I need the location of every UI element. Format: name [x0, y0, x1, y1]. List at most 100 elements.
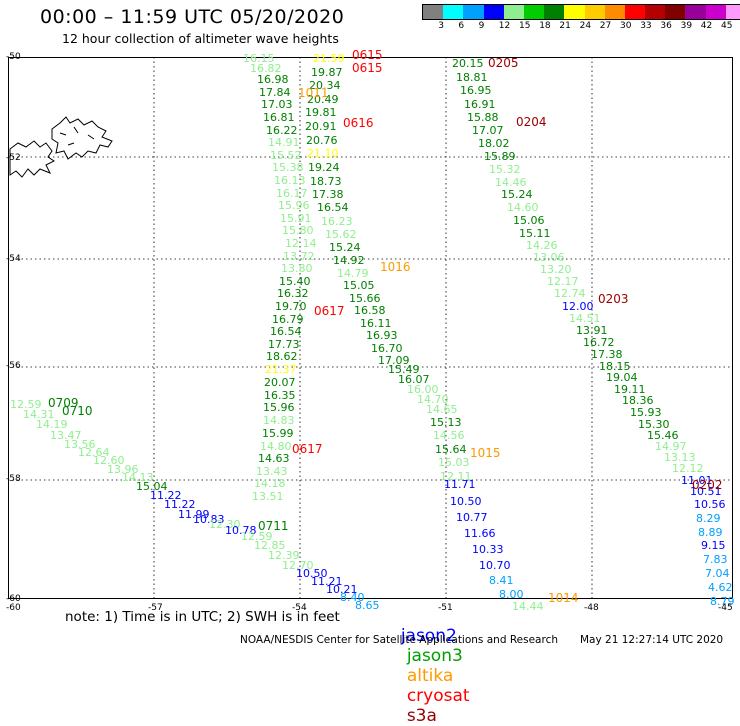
x-tick-label: -60	[6, 603, 21, 613]
wave-height-label: 17.07	[472, 124, 504, 137]
wave-height-label: 8.00	[499, 588, 524, 601]
wave-height-label: 8.40	[340, 591, 365, 604]
wave-height-label: 19.24	[308, 161, 340, 174]
color-scale-bar	[422, 4, 740, 20]
color-scale-swatch	[564, 5, 585, 19]
wave-height-label: 15.49	[388, 363, 420, 376]
wave-height-label: 19.11	[614, 383, 646, 396]
wave-height-label: 13.43	[256, 465, 288, 478]
y-tick-label: -50	[6, 52, 21, 62]
wave-height-label: 17.73	[268, 338, 300, 351]
wave-height-label: 12.74	[554, 287, 586, 300]
wave-height-label: 11.71	[444, 478, 476, 491]
wave-height-label: 15.30	[638, 418, 670, 431]
wave-height-label: 14.19	[36, 418, 68, 431]
satellite-pass-label: 0202	[692, 478, 723, 492]
wave-height-label: 11.66	[464, 527, 496, 540]
wave-height-label: 13.51	[252, 490, 284, 503]
color-scale-swatch	[483, 5, 504, 19]
wave-height-label: 14.60	[507, 201, 539, 214]
wave-height-label: 15.66	[349, 292, 381, 305]
wave-height-label: 10.77	[456, 511, 488, 524]
color-scale-swatch	[624, 5, 646, 19]
wave-height-label: 16.54	[317, 201, 349, 214]
color-scale-swatch	[725, 5, 740, 19]
wave-height-label: 10.83	[193, 513, 225, 526]
wave-height-label: 15.91	[280, 212, 312, 225]
wave-height-label: 15.38	[272, 161, 304, 174]
wave-height-label: 19.04	[606, 371, 638, 384]
wave-height-label: 16.82	[250, 62, 282, 75]
wave-height-label: 7.83	[703, 553, 728, 566]
satellite-pass-label: 1015	[470, 446, 501, 460]
color-scale-tick: 39	[680, 21, 693, 31]
wave-height-label: 16.91	[464, 98, 496, 111]
satellite-pass-label: 0617	[314, 304, 345, 318]
color-scale-swatch	[523, 5, 545, 19]
wave-height-label: 14.18	[254, 477, 286, 490]
satellite-pass-label: 1016	[380, 260, 411, 274]
satellite-pass-label: 0615	[352, 48, 383, 62]
wave-height-label: 14.80	[260, 440, 292, 453]
color-scale-swatch	[443, 5, 464, 19]
wave-height-label: 15.88	[467, 111, 499, 124]
wave-height-label: 15.80	[282, 224, 314, 237]
wave-height-label: 8.79	[710, 595, 735, 608]
wave-height-label: 21.37	[265, 363, 297, 376]
wave-height-label: 20.15	[452, 57, 484, 70]
satellite-legend-cryosat: cryosat	[406, 686, 470, 706]
graticule	[8, 57, 733, 599]
y-tick-label: -54	[6, 254, 21, 264]
wave-height-label: 10.50	[450, 495, 482, 508]
wave-height-label: 16.35	[264, 389, 296, 402]
wave-height-label: 14.44	[512, 600, 544, 613]
wave-height-label: 15.46	[647, 429, 679, 442]
x-tick-label: -45	[718, 603, 733, 613]
wave-height-label: 13.20	[540, 263, 572, 276]
wave-height-label: 15.24	[501, 188, 533, 201]
wave-height-label: 11.22	[164, 498, 196, 511]
wave-height-label: 12.39	[268, 549, 300, 562]
chart-subtitle: 12 hour collection of altimeter wave hei…	[62, 31, 339, 46]
satellite-legend: jason2 jason3 altika cryosat s3a	[390, 606, 470, 726]
wave-height-label: 15.96	[263, 401, 295, 414]
footer-credit: NOAA/NESDIS Center for Satellite Applica…	[240, 634, 558, 646]
color-scale-swatch	[463, 5, 484, 19]
color-scale-tick: 9	[478, 21, 485, 31]
wave-height-label: 16.23	[321, 215, 353, 228]
color-scale-tick: 27	[599, 21, 612, 31]
wave-height-label: 14.31	[23, 408, 55, 421]
wave-height-label: 18.36	[622, 394, 654, 407]
wave-height-label: 11.01	[681, 474, 713, 487]
wave-height-label: 16.95	[460, 84, 492, 97]
wave-height-label: 12.64	[78, 446, 110, 459]
wave-height-label: 16.13	[274, 174, 306, 187]
color-scale-tick: 42	[700, 21, 713, 31]
color-scale-tick: 3	[438, 21, 444, 31]
wave-height-label: 16.70	[371, 342, 403, 355]
wave-height-label: 14.26	[526, 239, 558, 252]
wave-height-label: 9.15	[701, 539, 726, 552]
wave-height-label: 15.40	[279, 275, 311, 288]
y-tick-label: -60	[6, 594, 21, 604]
wave-height-label: 13.56	[64, 438, 96, 451]
wave-height-label: 15.03	[438, 456, 470, 469]
wave-height-label: 19.87	[311, 66, 343, 79]
wave-height-label: 15.62	[325, 228, 357, 241]
wave-height-label: 20.76	[306, 134, 338, 147]
wave-height-label: 12.30	[209, 518, 241, 531]
color-scale-tick: 36	[660, 21, 672, 31]
satellite-pass-label: 0616	[343, 116, 374, 130]
wave-height-label: 14.63	[258, 452, 290, 465]
wave-height-label: 10.70	[479, 559, 511, 572]
wave-height-label: 8.29	[696, 512, 721, 525]
wave-height-label: 20.49	[307, 93, 339, 106]
wave-height-label: 15.52	[270, 149, 302, 162]
wave-height-label: 15.24	[329, 241, 361, 254]
wave-height-label: 10.21	[326, 583, 358, 596]
wave-height-label: 15.64	[435, 443, 467, 456]
color-scale-swatch	[503, 5, 524, 19]
wave-height-label: 18.02	[478, 137, 510, 150]
wave-height-label: 16.15	[243, 52, 275, 65]
wave-height-label: 14.92	[333, 254, 365, 267]
